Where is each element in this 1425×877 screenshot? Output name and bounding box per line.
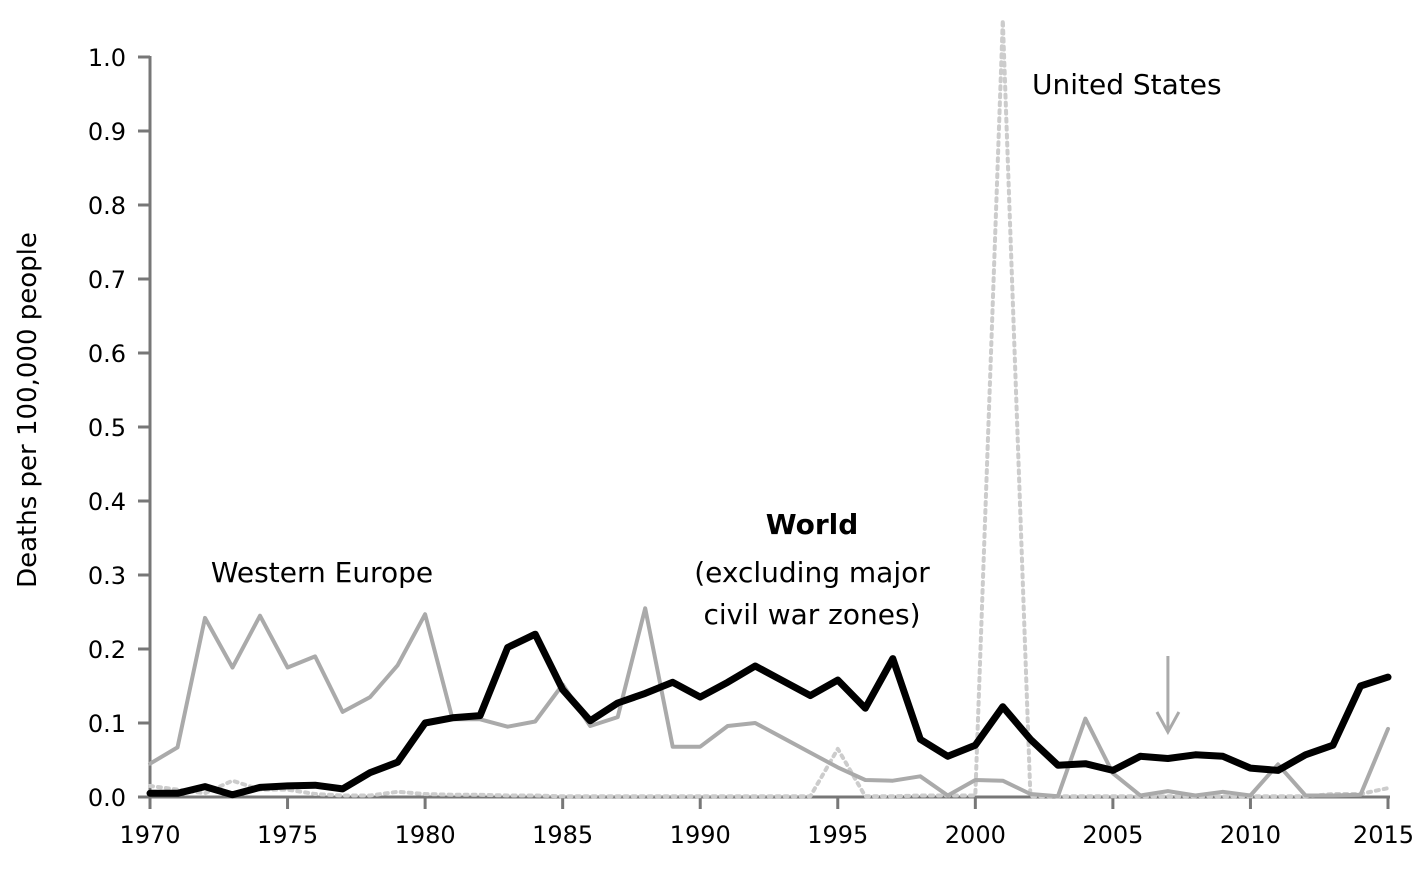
x-tick-label: 1995: [807, 821, 868, 849]
arrow-annotation: [1155, 656, 1181, 736]
annotation-world-title: World: [766, 508, 859, 541]
y-tick-label: 1.0: [88, 44, 126, 72]
x-tick-label: 2015: [1353, 821, 1414, 849]
y-tick-label: 0.5: [88, 414, 126, 442]
y-tick-label: 0.9: [88, 118, 126, 146]
x-tick-label: 1975: [257, 821, 318, 849]
y-tick-label: 0.8: [88, 192, 126, 220]
x-tick-label: 1970: [119, 821, 180, 849]
annotation-western-europe: Western Europe: [211, 556, 433, 589]
y-tick-label: 0.4: [88, 488, 126, 516]
y-tick-label: 0.0: [88, 784, 126, 812]
x-tick-label: 1980: [395, 821, 456, 849]
y-axis-title: Deaths per 100,000 people: [13, 232, 43, 588]
series-line-united-states: [148, 18, 1390, 799]
annotation-world-sub1: (excluding major: [694, 556, 930, 589]
y-tick-label: 0.3: [88, 562, 126, 590]
y-tick-label: 0.2: [88, 636, 126, 664]
series-layer: [146, 18, 1392, 799]
y-tick-label: 0.7: [88, 266, 126, 294]
annotation-united-states: United States: [1032, 68, 1222, 101]
y-tick-label: 0.1: [88, 710, 126, 738]
annotation-world-sub2: civil war zones): [704, 598, 921, 631]
series-line-western-europe: [148, 606, 1390, 799]
y-axis: 0.0 0.1 0.2 0.3 0.4 0.5 0.6 0.7 0.8 0.9 1.0: [88, 44, 152, 812]
x-tick-label: 2010: [1220, 821, 1281, 849]
x-axis: 1970 1975 1980 1985 1990 1995 2000 2005 2010 2015: [119, 795, 1414, 849]
x-tick-label: 1985: [532, 821, 593, 849]
x-tick-label: 2005: [1082, 821, 1143, 849]
x-tick-label: 2000: [945, 821, 1006, 849]
series-line-world: [146, 630, 1392, 799]
y-tick-label: 0.6: [88, 340, 126, 368]
x-tick-label: 1990: [670, 821, 731, 849]
annotations: Deaths per 100,000 people Western Europe…: [13, 68, 1222, 631]
arrow-head: [1155, 711, 1181, 736]
